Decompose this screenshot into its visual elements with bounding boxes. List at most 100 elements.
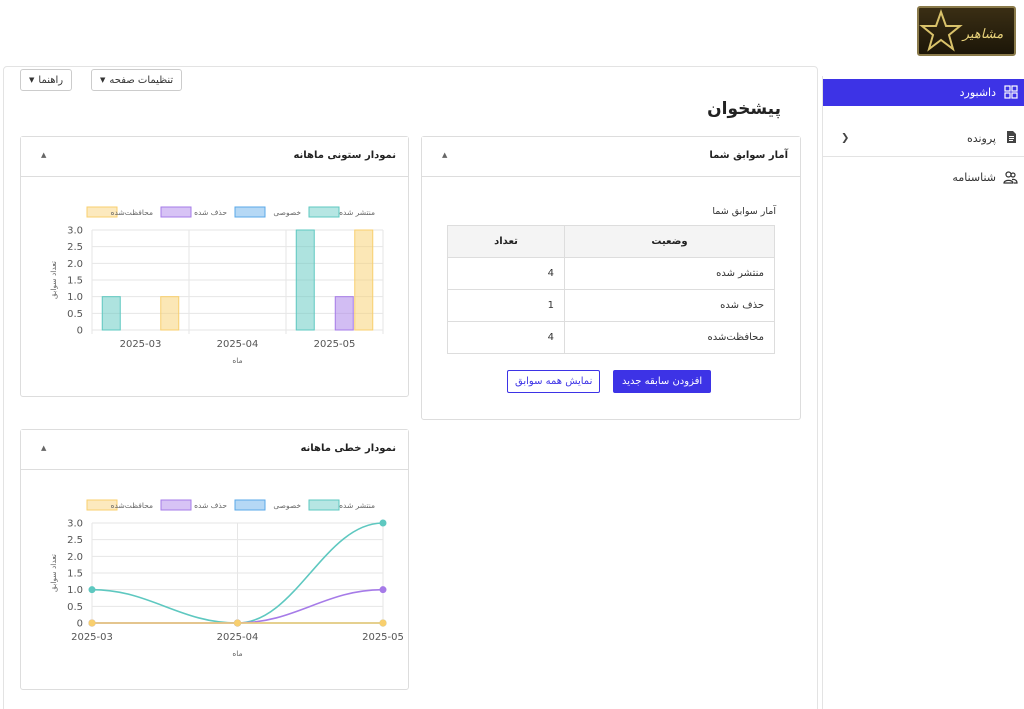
bar <box>101 296 121 331</box>
stats-card: آمار سوابق شما ▲ آمار سوابق شما وضعیت تع… <box>421 136 801 420</box>
x-tick-label: 2025-05 <box>314 339 356 350</box>
x-axis-title: ماه <box>232 356 242 365</box>
count-cell: 4 <box>447 257 565 290</box>
bar-chart: منتشر شده خصوصی حذف شده محافظت‌شده 3.0 2.5 2.0… <box>49 206 384 365</box>
legend-swatch <box>308 206 340 218</box>
y-tick-label: 0 <box>77 326 83 337</box>
y-tick-label: 1.0 <box>67 585 83 596</box>
legend-label: منتشر شده <box>339 208 375 217</box>
help-label: راهنما <box>38 74 64 86</box>
legend-label: خصوصی <box>273 208 301 217</box>
caret-down-icon: ▼ <box>29 76 35 84</box>
y-tick-label: 1.5 <box>67 569 83 580</box>
line-chart-card: نمودار خطی ماهانه ▲ منتشر شده خصوصی حذف شد… <box>20 429 409 690</box>
y-tick-label: 0.5 <box>67 602 83 613</box>
main-content: تنظیمات صفحه ▼ راهنما ▼ پیشخوان آمار سوا… <box>3 66 818 709</box>
y-tick-label: 3.0 <box>67 226 83 237</box>
show-all-records-button[interactable]: نمایش همه سوابق <box>507 370 601 393</box>
x-tick-label: 2025-04 <box>217 339 259 350</box>
legend-label: حذف شده <box>194 501 227 510</box>
y-axis-title: تعداد سوابق <box>49 261 58 299</box>
y-tick-label: 1.0 <box>67 292 83 303</box>
legend-label: محافظت‌شده <box>111 501 153 510</box>
sidebar-item-label: داشبورد <box>959 86 996 99</box>
legend-swatch <box>234 499 266 511</box>
help-button[interactable]: راهنما ▼ <box>20 69 73 91</box>
x-tick-label: 2025-05 <box>362 632 404 643</box>
legend-swatch <box>86 206 118 218</box>
y-tick-label: 0.5 <box>67 309 83 320</box>
sidebar: داشبورد پرونده ❮ شناسنامه <box>822 76 1024 709</box>
data-point <box>379 586 387 594</box>
users-icon <box>1002 170 1018 186</box>
data-point <box>379 619 387 627</box>
x-tick-label: 2025-04 <box>217 632 259 643</box>
data-point <box>88 586 96 594</box>
caret-down-icon: ▼ <box>100 76 106 84</box>
grid-icon <box>1002 84 1018 101</box>
column-header: تعداد <box>447 225 565 258</box>
y-tick-label: 2.5 <box>67 535 83 546</box>
y-tick-label: 2.0 <box>67 259 83 270</box>
stats-table: وضعیت تعداد منتشر شده 4 حذف شده 1 محافظت… <box>447 225 775 354</box>
data-point <box>234 619 241 627</box>
data-point <box>379 519 387 527</box>
site-logo[interactable]: مشاهیر <box>917 6 1016 56</box>
data-point <box>88 619 96 627</box>
line-chart: منتشر شده خصوصی حذف شده محافظت‌شده 3.0 2.5 2.0… <box>49 499 404 658</box>
y-tick-label: 1.5 <box>67 276 83 287</box>
bar <box>354 229 374 331</box>
y-tick-label: 0 <box>77 619 83 630</box>
legend-swatch <box>308 499 340 511</box>
collapse-caret-icon[interactable]: ▲ <box>41 151 47 159</box>
y-tick-label: 3.0 <box>67 519 83 530</box>
card-title: نمودار ستونی ماهانه <box>293 150 396 161</box>
card-header: آمار سوابق شما ▲ <box>422 137 800 177</box>
bar <box>295 229 315 331</box>
column-header: وضعیت <box>564 225 775 258</box>
card-title: آمار سوابق شما <box>709 150 788 161</box>
legend-swatch <box>234 206 266 218</box>
collapse-caret-icon[interactable]: ▲ <box>442 151 448 159</box>
status-cell: حذف شده <box>564 289 775 322</box>
sidebar-item-label: شناسنامه <box>952 171 996 184</box>
legend-swatch <box>160 499 192 511</box>
status-cell: منتشر شده <box>564 257 775 290</box>
legend-swatch <box>86 499 118 511</box>
sidebar-item-file[interactable]: پرونده ❮ <box>823 120 1024 157</box>
page-settings-label: تنظیمات صفحه <box>109 74 174 86</box>
card-header: نمودار ستونی ماهانه ▲ <box>21 137 408 177</box>
logo-text: مشاهیر <box>961 27 1004 42</box>
add-record-button[interactable]: افزودن سابقه جدید <box>613 370 712 393</box>
legend-swatch <box>160 206 192 218</box>
bar <box>160 296 180 331</box>
legend-label: خصوصی <box>273 501 301 510</box>
stats-caption: آمار سوابق شما <box>712 206 776 217</box>
card-title: نمودار خطی ماهانه <box>300 443 396 454</box>
table-row: منتشر شده 4 <box>447 257 775 290</box>
count-cell: 4 <box>447 321 565 354</box>
x-axis-title: ماه <box>232 649 242 658</box>
card-header: نمودار خطی ماهانه ▲ <box>21 430 408 470</box>
legend-label: محافظت‌شده <box>111 208 153 217</box>
collapse-caret-icon[interactable]: ▲ <box>41 444 47 452</box>
y-axis-title: تعداد سوابق <box>49 554 58 592</box>
file-icon <box>1002 130 1018 146</box>
page-settings-button[interactable]: تنظیمات صفحه ▼ <box>91 69 183 91</box>
status-cell: محافظت‌شده <box>564 321 775 354</box>
x-tick-label: 2025-03 <box>120 339 162 350</box>
sidebar-item-label: پرونده <box>966 131 996 145</box>
legend-label: منتشر شده <box>339 501 375 510</box>
y-tick-label: 2.0 <box>67 552 83 563</box>
bar <box>334 296 354 331</box>
chevron-left-icon[interactable]: ❮ <box>841 132 850 144</box>
sidebar-item-profile[interactable]: شناسنامه <box>823 164 1024 191</box>
bar-chart-card: نمودار ستونی ماهانه ▲ منتشر شده خصوصی حذف … <box>20 136 409 397</box>
table-row: حذف شده 1 <box>447 289 775 322</box>
table-row: محافظت‌شده 4 <box>447 321 775 354</box>
legend-label: حذف شده <box>194 208 227 217</box>
x-tick-label: 2025-03 <box>71 632 113 643</box>
sidebar-item-dashboard[interactable]: داشبورد <box>823 79 1024 106</box>
page-title: پیشخوان <box>707 99 781 119</box>
y-tick-label: 2.5 <box>67 242 83 253</box>
